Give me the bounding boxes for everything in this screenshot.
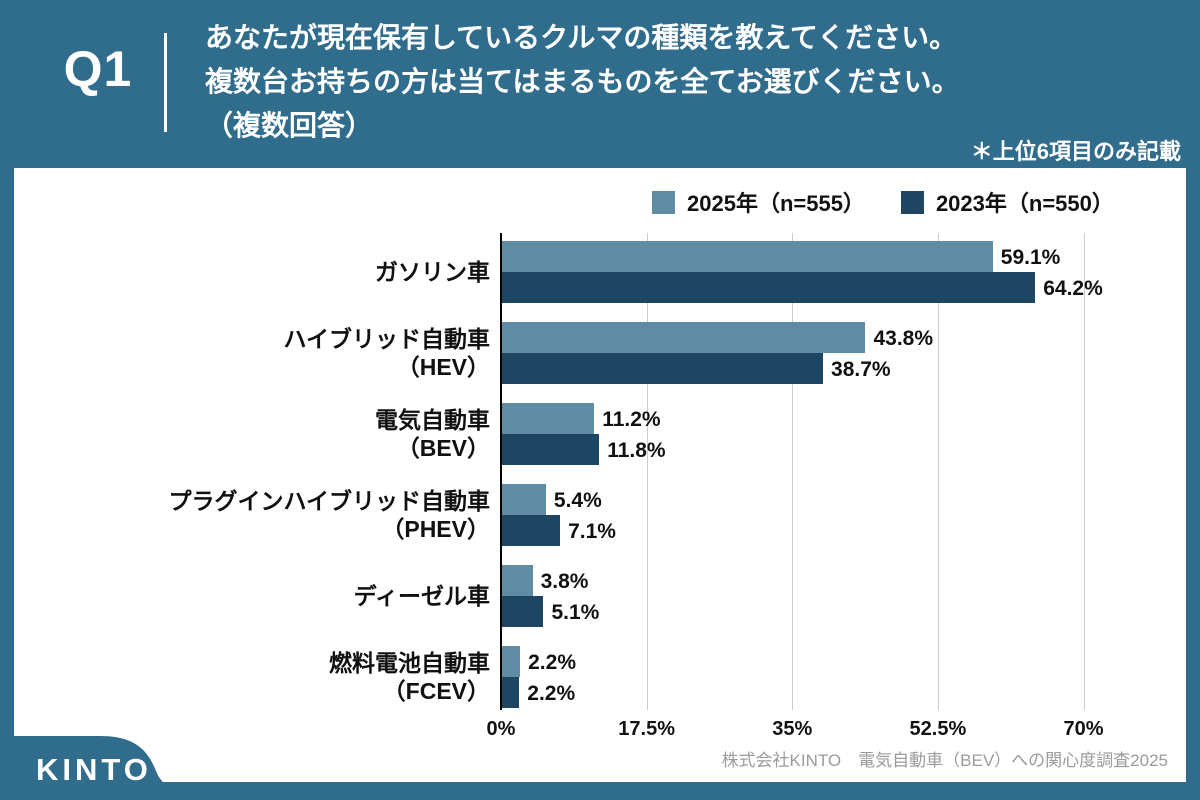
value-label: 2.2% [528, 650, 576, 674]
value-label: 2.2% [527, 681, 576, 705]
y-axis-line [500, 233, 502, 710]
category-label: 電気自動車 （BEV） [375, 407, 490, 461]
x-tick-label: 52.5% [909, 718, 967, 740]
question-number: Q1 [63, 41, 133, 97]
category-label: 燃料電池自動車 （FCEV） [329, 650, 490, 704]
bar-2025 [501, 322, 866, 353]
gridline [1083, 233, 1085, 710]
bar-2025 [501, 241, 993, 272]
bar-2023 [501, 677, 520, 708]
kinto-logo: KINTO [0, 736, 210, 800]
gridline [937, 233, 939, 710]
x-tick-label: 70% [1063, 718, 1104, 740]
value-label: 38.7% [831, 357, 891, 381]
bar-2023 [501, 272, 1036, 303]
x-tick-label: 0% [486, 718, 516, 740]
legend-item-2: 2023年（n=550） [900, 186, 1114, 218]
question-line-1: あなたが現在保有しているクルマの種類を教えてください。 [205, 22, 958, 53]
source-note: 株式会社KINTO 電気自動車（BEV）への関心度調査2025 [721, 751, 1168, 770]
value-label: 5.1% [551, 600, 600, 624]
legend-swatch-icon [652, 190, 675, 214]
value-label: 7.1% [568, 519, 616, 543]
bar-2023 [501, 515, 561, 546]
value-label: 5.4% [553, 488, 602, 512]
legend-item-1: 2025年（n=555） [652, 186, 865, 218]
x-tick-label: 17.5% [618, 718, 675, 740]
value-label: 43.8% [873, 326, 934, 350]
value-label: 59.1% [1000, 245, 1061, 269]
top-items-note: ＊上位6項目のみ記載 [970, 139, 1181, 164]
value-label: 11.8% [607, 438, 666, 462]
kinto-logo-shape [0, 736, 210, 800]
legend-label: 2025年（n=555） [687, 191, 865, 216]
bar-2025 [501, 403, 595, 434]
value-label: 3.8% [540, 569, 589, 593]
bar-2023 [501, 434, 600, 465]
bar-2025 [501, 565, 533, 596]
header-banner: Q1 あなたが現在保有しているクルマの種類を教えてください。 複数台お持ちの方は… [0, 0, 1200, 168]
kinto-logo-text: KINTO [36, 752, 152, 787]
category-label: ハイブリッド自動車 （HEV） [283, 326, 490, 380]
bar-2025 [501, 646, 521, 677]
bar-2025 [501, 484, 546, 515]
header-divider [164, 33, 167, 132]
legend-label: 2023年（n=550） [935, 191, 1114, 216]
chart-card: 2025年（n=555） 2023年（n=550） 0% 17.5% 35% 52.5%… [14, 168, 1186, 782]
chart-legend: 2025年（n=555） 2023年（n=550） [652, 186, 1114, 218]
bar-2023 [501, 596, 544, 627]
gridline [646, 233, 648, 710]
value-label: 64.2% [1043, 276, 1103, 300]
question-line-2: 複数台お持ちの方は当てはまるものを全てお選びください。 [205, 66, 960, 97]
question-text: あなたが現在保有しているクルマの種類を教えてください。 複数台お持ちの方は当ては… [205, 16, 960, 148]
category-label: ガソリン車 [375, 259, 490, 285]
x-tick-label: 35% [772, 718, 813, 740]
legend-swatch-icon [900, 190, 924, 214]
bar-chart: 0% 17.5% 35% 52.5% 70% ガソリン車 59.1% 64.2% ハイブリッド自… [14, 168, 1186, 782]
value-label: 11.2% [602, 407, 661, 431]
gridline [792, 233, 794, 710]
category-label: プラグインハイブリッド自動車 （PHEV） [168, 488, 490, 542]
question-line-3: （複数回答） [205, 110, 374, 141]
category-label: ディーゼル車 [353, 583, 490, 609]
bar-2023 [501, 353, 824, 384]
